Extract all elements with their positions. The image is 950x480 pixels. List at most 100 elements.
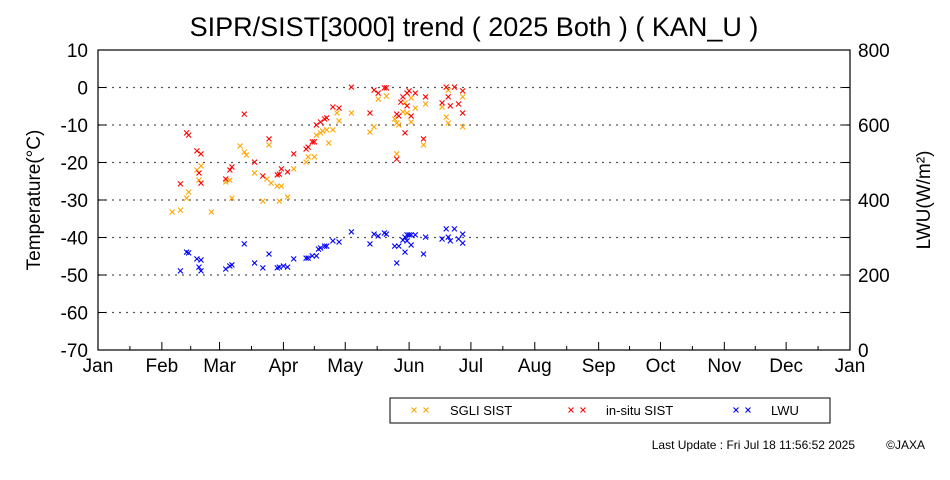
data-point bbox=[375, 90, 382, 97]
data-point bbox=[266, 141, 272, 148]
data-point bbox=[404, 110, 410, 116]
data-point bbox=[237, 143, 244, 149]
data-point bbox=[367, 129, 373, 136]
series-lwu bbox=[177, 225, 466, 274]
data-point bbox=[329, 126, 336, 133]
data-point bbox=[422, 93, 429, 100]
data-point bbox=[402, 249, 408, 256]
data-point bbox=[194, 147, 200, 154]
data-point bbox=[177, 267, 184, 274]
data-point bbox=[311, 138, 318, 145]
data-point bbox=[319, 128, 326, 134]
data-point bbox=[443, 114, 450, 121]
data-point bbox=[276, 264, 283, 271]
data-point bbox=[226, 167, 233, 173]
data-point bbox=[451, 225, 458, 232]
legend: SGLI SIST in-situ SIST LWU bbox=[389, 397, 831, 424]
data-point bbox=[311, 153, 318, 160]
legend-label-sgli-sist: SGLI SIST bbox=[450, 403, 512, 418]
data-point bbox=[259, 198, 266, 205]
data-point bbox=[408, 95, 415, 101]
data-point bbox=[383, 231, 390, 238]
data-point bbox=[198, 267, 204, 274]
data-point bbox=[348, 110, 355, 116]
data-point bbox=[317, 119, 324, 125]
x-tick-label: Jul bbox=[459, 356, 483, 377]
data-point bbox=[323, 126, 330, 133]
data-point bbox=[459, 110, 466, 116]
x-tick-label: Oct bbox=[646, 356, 676, 377]
x-tick-label: Aug bbox=[518, 356, 552, 377]
legend-marker-icon bbox=[745, 407, 751, 413]
data-point bbox=[321, 243, 328, 250]
data-point bbox=[251, 170, 258, 176]
data-point bbox=[439, 236, 445, 242]
data-point bbox=[455, 101, 462, 107]
data-point bbox=[284, 168, 291, 175]
data-point bbox=[393, 156, 400, 163]
data-point bbox=[443, 84, 450, 91]
data-point bbox=[391, 116, 398, 122]
data-point bbox=[439, 104, 445, 110]
y-tick-label: -70 bbox=[61, 341, 88, 362]
data-point bbox=[183, 195, 190, 202]
data-point bbox=[196, 177, 202, 184]
series-in-situ-sist bbox=[177, 84, 466, 187]
data-point bbox=[367, 110, 373, 116]
data-point bbox=[404, 102, 410, 109]
data-point bbox=[445, 120, 452, 127]
footer-last-update: Last Update : Fri Jul 18 11:56:52 2025 bbox=[652, 438, 856, 452]
x-tick-label: Mar bbox=[203, 356, 236, 377]
data-point bbox=[371, 87, 377, 94]
data-point bbox=[459, 87, 466, 94]
data-point bbox=[408, 113, 415, 119]
data-point bbox=[198, 257, 204, 263]
data-point bbox=[290, 255, 297, 262]
data-point bbox=[259, 264, 266, 271]
data-point bbox=[393, 150, 400, 157]
y2-axis-label: LWU(W/m²) bbox=[914, 151, 935, 250]
data-point bbox=[367, 240, 373, 247]
data-point bbox=[313, 132, 320, 139]
legend-marker-icon bbox=[411, 407, 417, 413]
x-tick-label: Jan bbox=[83, 356, 114, 377]
x-tick-label: Jun bbox=[394, 356, 425, 377]
y2-tick-label: 800 bbox=[858, 41, 890, 62]
grid-lines bbox=[98, 86, 850, 314]
data-point bbox=[185, 249, 192, 256]
data-point bbox=[404, 231, 410, 238]
data-point bbox=[317, 245, 324, 251]
y2-tick-label: 600 bbox=[858, 116, 890, 137]
data-point bbox=[329, 104, 336, 110]
data-point bbox=[229, 261, 235, 268]
y-tick-label: 10 bbox=[67, 41, 88, 62]
legend-marker-icon bbox=[733, 407, 739, 413]
data-point bbox=[251, 159, 258, 166]
data-point bbox=[290, 150, 297, 157]
y2-tick-label: 400 bbox=[858, 191, 890, 212]
data-point bbox=[329, 237, 336, 244]
data-point bbox=[459, 231, 466, 238]
data-point bbox=[222, 176, 229, 182]
data-point bbox=[229, 164, 235, 170]
x-tick-label: Apr bbox=[269, 356, 299, 377]
data-point bbox=[391, 243, 398, 250]
data-point bbox=[280, 263, 287, 269]
data-point bbox=[375, 96, 382, 103]
series-sgli-sist bbox=[169, 87, 466, 215]
data-point bbox=[447, 102, 454, 109]
data-point bbox=[395, 243, 402, 250]
data-point bbox=[266, 135, 272, 142]
x-tick-label: Sep bbox=[582, 356, 616, 377]
data-point bbox=[406, 231, 412, 238]
data-point bbox=[408, 231, 415, 238]
data-point bbox=[381, 84, 388, 91]
data-point bbox=[313, 252, 320, 259]
data-point bbox=[185, 189, 192, 196]
data-point bbox=[397, 99, 404, 106]
legend-label-insitu-sist: in-situ SIST bbox=[606, 403, 673, 418]
data-point bbox=[445, 93, 452, 100]
data-point bbox=[439, 99, 445, 106]
data-point bbox=[226, 177, 233, 184]
footer-copyright: ©JAXA bbox=[886, 438, 925, 452]
